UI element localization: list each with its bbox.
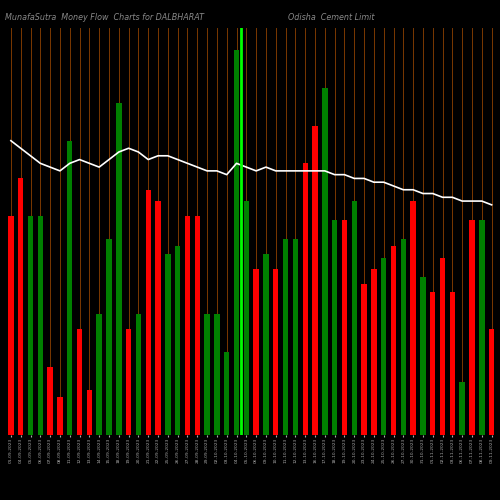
Text: Odisha  Cement Limit: Odisha Cement Limit: [288, 12, 374, 22]
Bar: [302, 164, 308, 435]
Bar: [312, 126, 318, 435]
Bar: [86, 390, 92, 435]
Bar: [96, 314, 102, 435]
Bar: [410, 201, 416, 435]
Bar: [234, 50, 239, 435]
Bar: [146, 190, 151, 435]
Bar: [450, 292, 455, 435]
Bar: [156, 201, 160, 435]
Text: MunafaSutra  Money Flow  Charts for DALBHARAT: MunafaSutra Money Flow Charts for DALBHA…: [5, 12, 204, 22]
Bar: [342, 220, 347, 435]
Bar: [194, 216, 200, 435]
Bar: [57, 398, 62, 435]
Bar: [479, 220, 484, 435]
Bar: [224, 352, 230, 435]
Bar: [292, 239, 298, 435]
Bar: [136, 314, 141, 435]
Bar: [352, 201, 357, 435]
Bar: [391, 246, 396, 435]
Bar: [126, 330, 132, 435]
Bar: [38, 216, 43, 435]
Bar: [77, 330, 82, 435]
Bar: [430, 292, 436, 435]
Bar: [8, 216, 14, 435]
Bar: [440, 258, 446, 435]
Bar: [175, 246, 180, 435]
Bar: [470, 220, 474, 435]
Bar: [460, 382, 465, 435]
Bar: [283, 239, 288, 435]
Bar: [165, 254, 170, 435]
Bar: [489, 330, 494, 435]
Bar: [381, 258, 386, 435]
Bar: [400, 239, 406, 435]
Bar: [254, 269, 259, 435]
Bar: [48, 367, 53, 435]
Bar: [362, 284, 367, 435]
Bar: [264, 254, 268, 435]
Bar: [244, 201, 249, 435]
Bar: [116, 103, 121, 435]
Bar: [273, 269, 278, 435]
Bar: [204, 314, 210, 435]
Bar: [420, 276, 426, 435]
Bar: [214, 314, 220, 435]
Bar: [322, 88, 328, 435]
Bar: [67, 140, 72, 435]
Bar: [106, 239, 112, 435]
Bar: [332, 220, 338, 435]
Bar: [185, 216, 190, 435]
Bar: [28, 216, 33, 435]
Bar: [18, 178, 24, 435]
Bar: [371, 269, 376, 435]
